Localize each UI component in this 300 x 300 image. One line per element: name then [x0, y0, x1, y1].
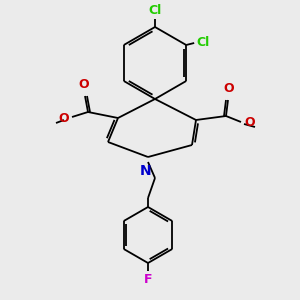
Text: O: O — [224, 82, 234, 95]
Text: F: F — [144, 273, 152, 286]
Text: N: N — [140, 164, 152, 178]
Text: O: O — [244, 116, 255, 130]
Text: O: O — [79, 78, 89, 91]
Text: Cl: Cl — [148, 4, 162, 17]
Text: Cl: Cl — [196, 35, 209, 49]
Text: O: O — [58, 112, 69, 125]
